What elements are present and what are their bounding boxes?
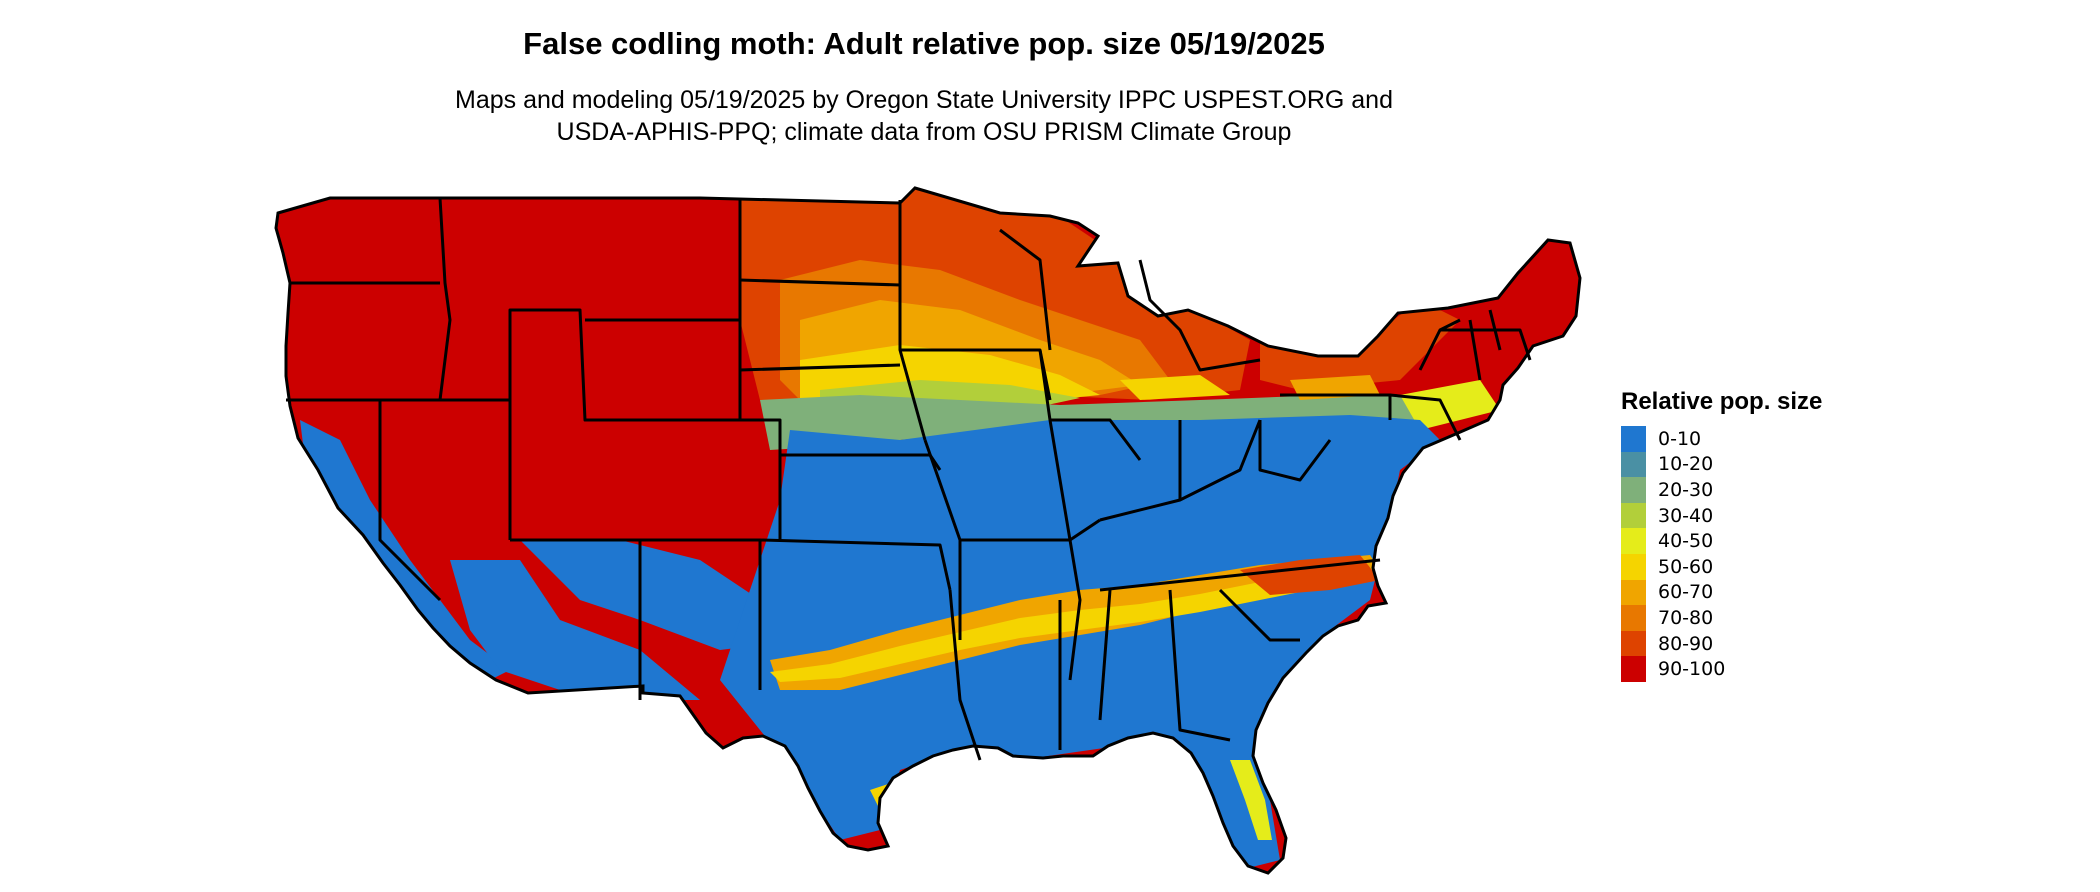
legend-item: 50-60 bbox=[1621, 553, 1822, 580]
legend-swatch bbox=[1621, 579, 1646, 606]
legend-label: 30-40 bbox=[1658, 504, 1714, 527]
legend-swatch bbox=[1621, 605, 1646, 631]
legend-item: 60-70 bbox=[1621, 579, 1822, 606]
legend-label: 50-60 bbox=[1658, 555, 1714, 578]
legend-swatch bbox=[1621, 477, 1646, 503]
legend-item: 40-50 bbox=[1621, 528, 1822, 554]
legend-item: 80-90 bbox=[1621, 630, 1822, 657]
legend-swatch bbox=[1621, 630, 1646, 657]
legend-swatch bbox=[1621, 502, 1646, 529]
legend-swatch bbox=[1621, 451, 1646, 478]
map-subtitle-line-1: Maps and modeling 05/19/2025 by Oregon S… bbox=[455, 86, 1393, 114]
legend-swatch bbox=[1621, 426, 1646, 452]
state-borders bbox=[286, 197, 1532, 761]
legend-label: 40-50 bbox=[1658, 530, 1714, 553]
legend-label: 70-80 bbox=[1658, 606, 1714, 629]
legend-label: 0-10 bbox=[1658, 427, 1702, 450]
legend-item: 10-20 bbox=[1621, 451, 1822, 478]
legend-item: 20-30 bbox=[1621, 477, 1822, 503]
legend-item: 30-40 bbox=[1621, 502, 1822, 529]
map-title: False codling moth: Adult relative pop. … bbox=[523, 26, 1325, 61]
legend-label: 10-20 bbox=[1658, 453, 1714, 476]
legend-label: 60-70 bbox=[1658, 581, 1714, 604]
legend-swatch bbox=[1621, 528, 1646, 554]
legend-label: 80-90 bbox=[1658, 632, 1714, 655]
legend-label: 20-30 bbox=[1658, 478, 1714, 501]
map-subtitle-line-2: USDA-APHIS-PPQ; climate data from OSU PR… bbox=[556, 118, 1292, 146]
legend-items: 0-10 10-20 20-30 30-40 40-50 50-60 60-70 70-80 8… bbox=[1621, 426, 1822, 682]
legend-item: 90-100 bbox=[1621, 656, 1822, 682]
legend: Relative pop. size 0-10 10-20 20-30 30-40 40… bbox=[1621, 388, 1822, 682]
legend-item: 0-10 bbox=[1621, 426, 1822, 452]
legend-item: 70-80 bbox=[1621, 605, 1822, 631]
legend-label: 90-100 bbox=[1658, 658, 1726, 681]
relative-pop-size-raster bbox=[276, 188, 1580, 873]
legend-swatch bbox=[1621, 553, 1646, 580]
legend-swatch bbox=[1621, 656, 1646, 682]
legend-title: Relative pop. size bbox=[1621, 388, 1823, 415]
